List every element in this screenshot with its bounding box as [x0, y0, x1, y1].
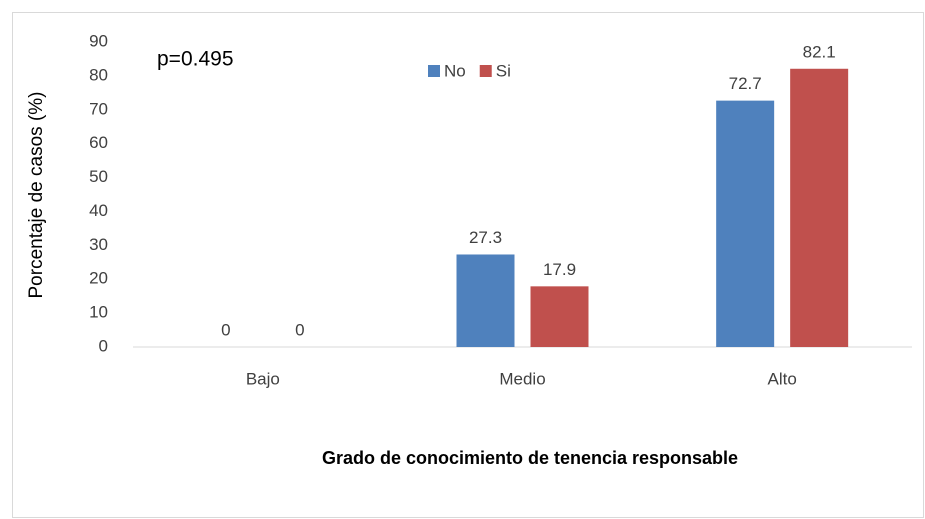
bar	[790, 68, 849, 348]
legend-swatch	[428, 65, 440, 77]
x-tick-label: Alto	[768, 369, 797, 388]
y-tick-label: 20	[89, 269, 108, 288]
data-label: 0	[221, 320, 230, 339]
annotation: p=0.495	[157, 48, 234, 71]
y-tick-label: 30	[89, 235, 108, 254]
legend-label: Si	[496, 61, 511, 80]
bar	[716, 100, 775, 347]
y-tick-label: 70	[89, 99, 108, 118]
x-tick-label: Bajo	[246, 369, 280, 388]
y-tick-label: 0	[99, 336, 108, 355]
bar	[456, 254, 515, 347]
y-tick-label: 90	[89, 31, 108, 50]
y-tick-label: 40	[89, 201, 108, 220]
x-tick-label: Medio	[499, 369, 545, 388]
data-label: 72.7	[729, 74, 762, 93]
y-tick-label: 80	[89, 65, 108, 84]
data-label: 17.9	[543, 260, 576, 279]
y-tick-label: 60	[89, 133, 108, 152]
legend-swatch	[479, 65, 492, 77]
y-tick-label: 50	[89, 167, 108, 186]
bar	[530, 286, 589, 347]
data-label: 82.1	[803, 42, 836, 61]
data-label: 27.3	[469, 228, 502, 247]
data-label: 0	[295, 320, 304, 339]
y-axis-title: Porcentaje de casos (%)	[26, 92, 47, 299]
legend-label: No	[444, 61, 466, 80]
y-tick-label: 10	[89, 303, 108, 322]
x-axis-title: Grado de conocimiento de tenencia respon…	[322, 448, 738, 468]
